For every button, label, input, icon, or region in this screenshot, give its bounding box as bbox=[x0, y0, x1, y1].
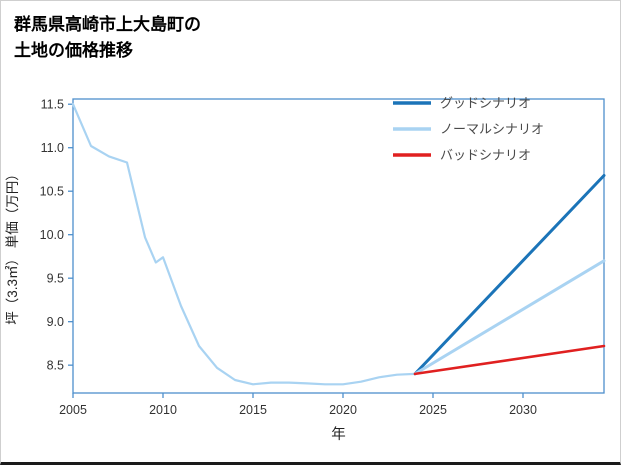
x-tick-label: 2005 bbox=[59, 403, 87, 417]
y-tick-label: 11.0 bbox=[41, 141, 64, 155]
line-good-scenario bbox=[413, 174, 606, 376]
legend-label-normal-scenario: ノーマルシナリオ bbox=[440, 122, 544, 137]
x-tick-label: 2020 bbox=[329, 403, 357, 417]
title-line-1: 群馬県高崎市上大島町の bbox=[14, 15, 201, 34]
title-line-2: 土地の価格推移 bbox=[14, 40, 133, 60]
x-tick-label: 2030 bbox=[509, 403, 537, 417]
y-tick-label: 10.5 bbox=[40, 185, 64, 199]
plot-border bbox=[72, 98, 605, 394]
x-tick-label: 2025 bbox=[419, 403, 447, 417]
y-tick-label: 9.0 bbox=[47, 315, 64, 329]
legend-label-bad-scenario: バッドシナリオ bbox=[440, 148, 531, 163]
legend-label-good-scenario: グッドシナリオ bbox=[440, 96, 531, 111]
y-tick-label: 10.0 bbox=[40, 228, 64, 242]
x-axis-label: 年 bbox=[331, 426, 346, 443]
y-tick-label: 9.5 bbox=[47, 272, 64, 286]
x-tick-label: 2015 bbox=[239, 403, 267, 417]
line-normal-scenario bbox=[413, 259, 606, 376]
line-bad-scenario bbox=[413, 344, 606, 376]
price-chart: 2005 2010 2015 2020 2025 2030 8.5 9.0 9.5 10.0 10.… bbox=[5, 96, 606, 443]
y-axis-label: 坪（3.3㎡） 単価（万円） bbox=[5, 167, 20, 325]
page-title: 群馬県高崎市上大島町の 土地の価格推移 bbox=[1, 1, 620, 89]
chart-area: 2005 2010 2015 2020 2025 2030 8.5 9.0 9.5 10.0 10.… bbox=[1, 89, 620, 462]
y-tick-label: 11.5 bbox=[41, 98, 64, 112]
line-history bbox=[71, 103, 417, 386]
y-tick-label: 8.5 bbox=[47, 359, 64, 373]
x-tick-label: 2010 bbox=[149, 403, 177, 417]
